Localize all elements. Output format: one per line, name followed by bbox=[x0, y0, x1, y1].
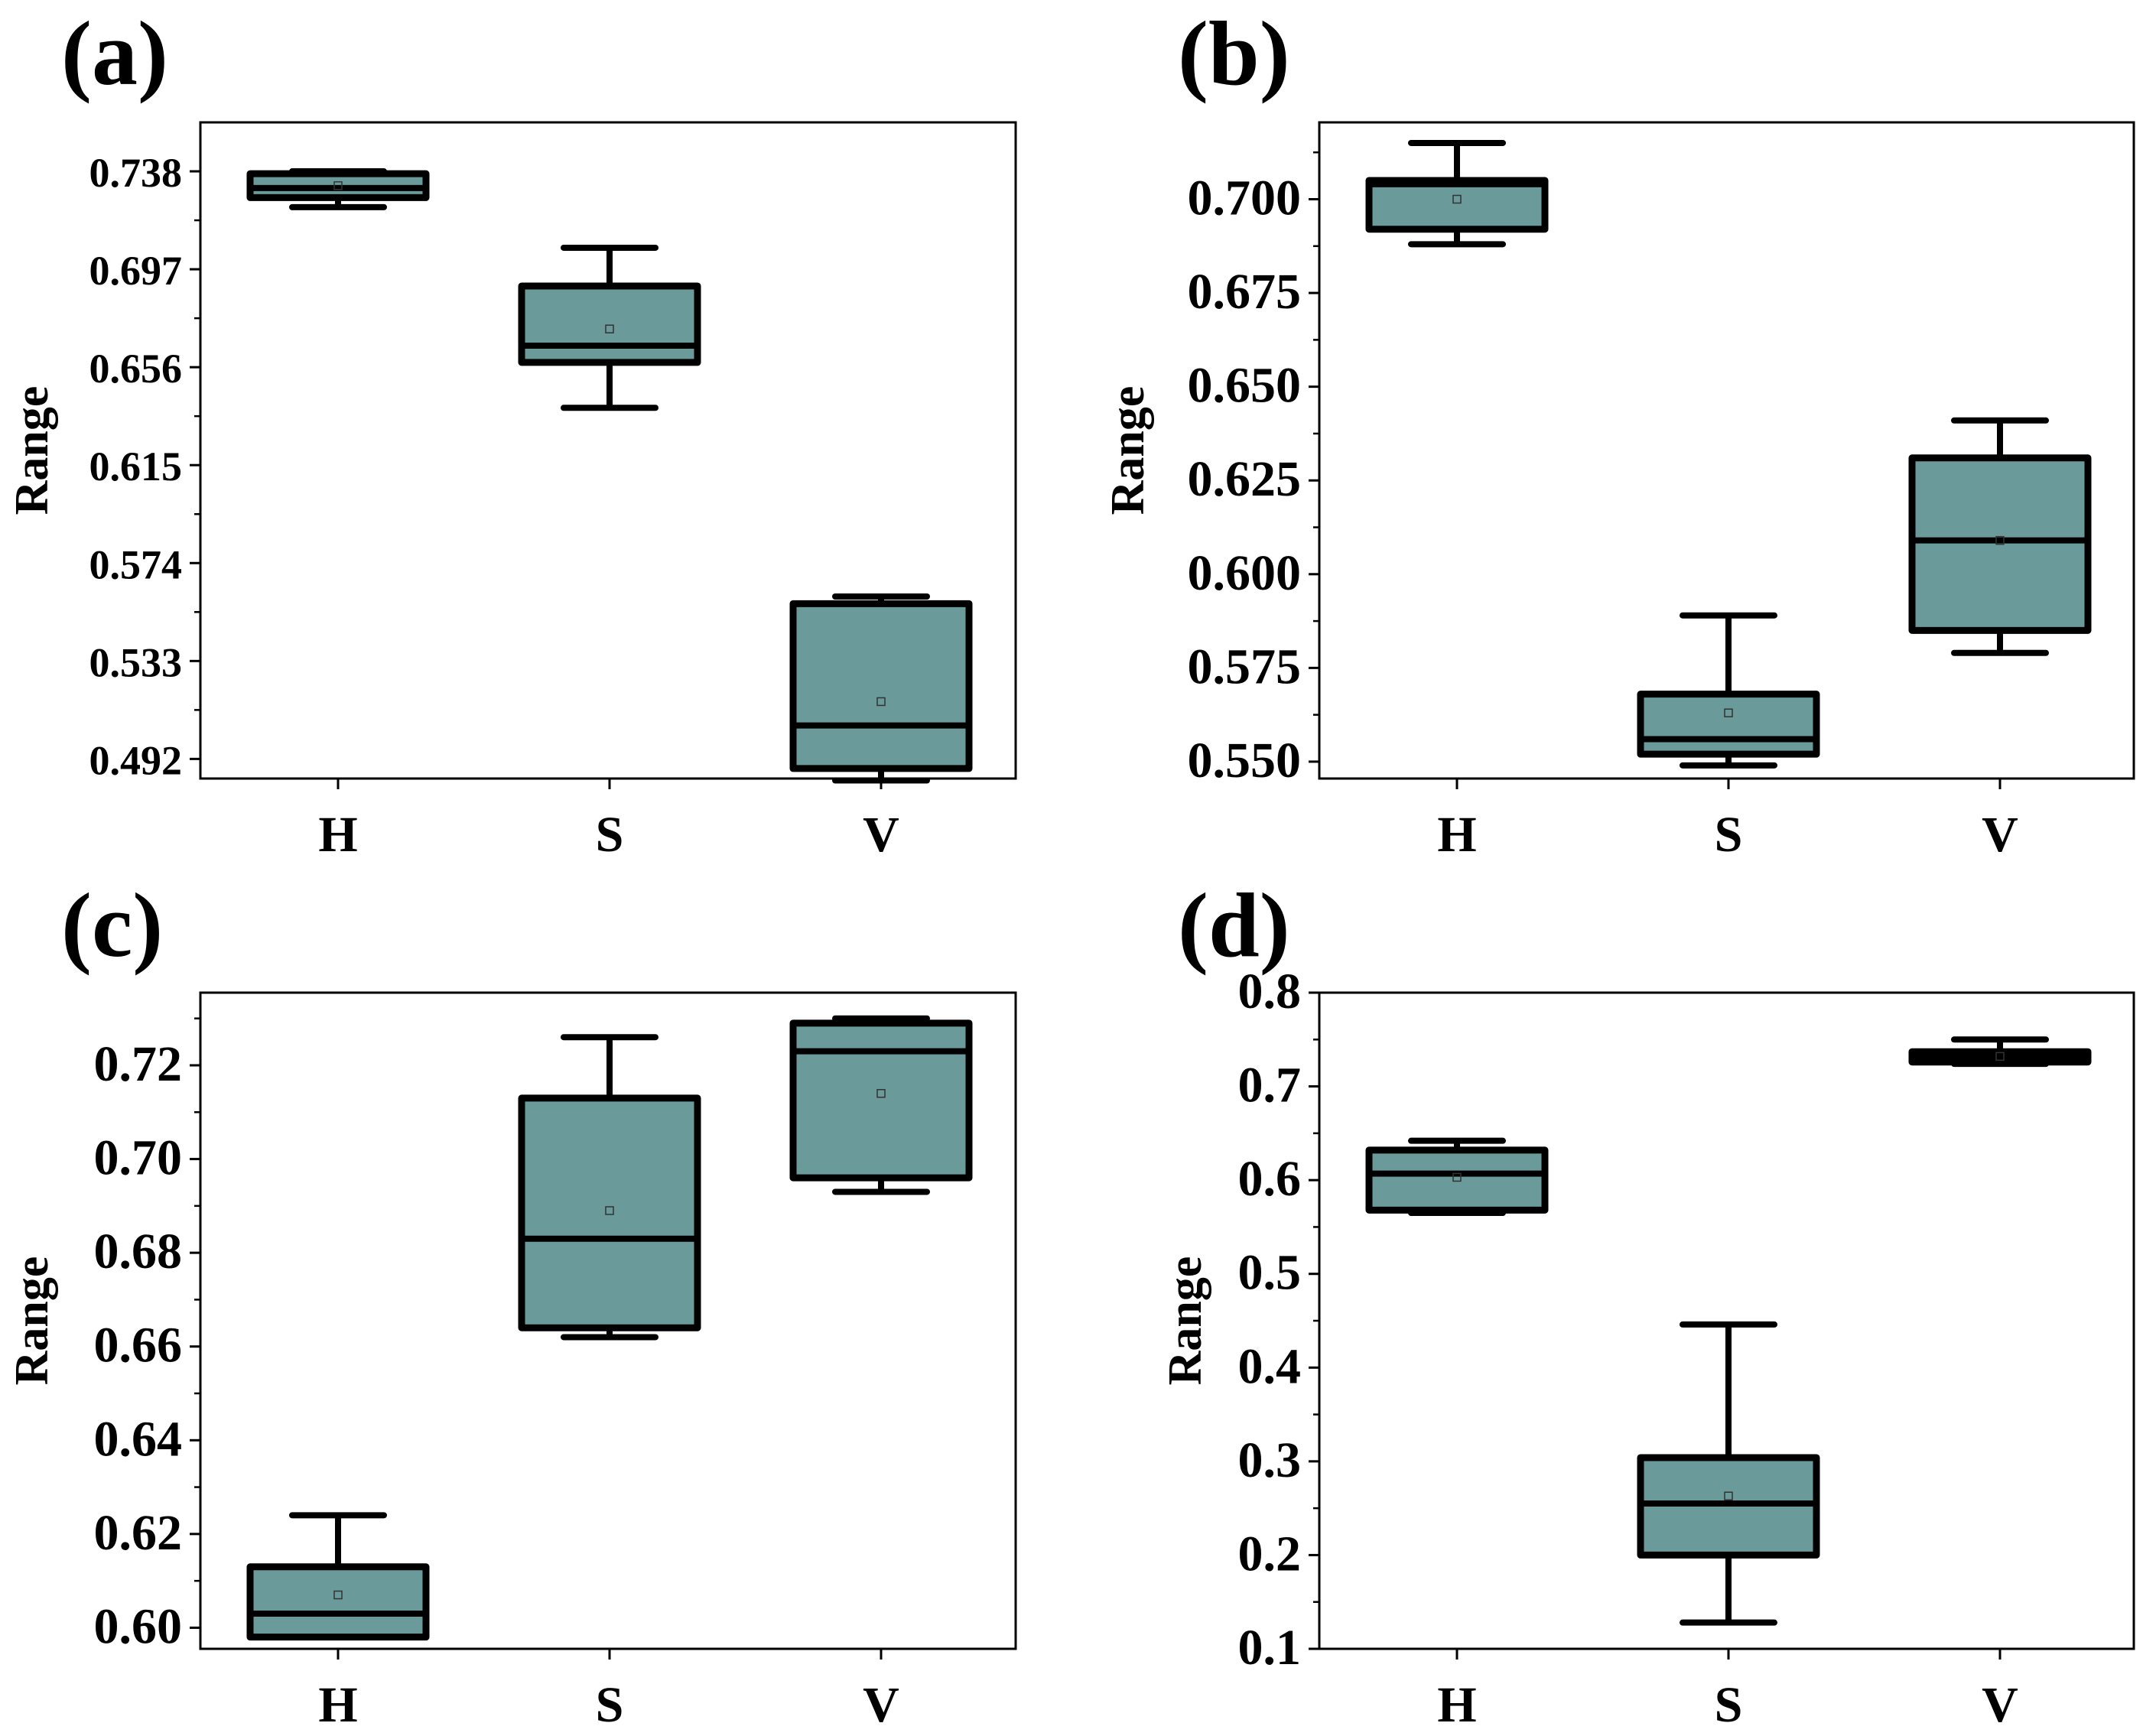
y-tick-label: 0.72 bbox=[94, 1036, 183, 1092]
y-tick-label: 0.2 bbox=[1238, 1526, 1302, 1582]
box-v bbox=[1908, 1036, 2092, 1068]
y-tick-label: 0.8 bbox=[1238, 964, 1302, 1019]
x-tick-label: H bbox=[318, 1677, 357, 1733]
plot-frame bbox=[199, 991, 1017, 1650]
mean-marker bbox=[1995, 535, 2005, 545]
x-tick-label: V bbox=[863, 1677, 899, 1733]
y-tick-label: 0.492 bbox=[89, 737, 183, 783]
chart-panel-b: (b) 0.550 0.575 0.600 0.625 0.650 0.675 0.700 Ra… bbox=[1102, 2, 2135, 863]
y-tick-label: 0.738 bbox=[89, 150, 183, 196]
y-tick-label: 0.7 bbox=[1238, 1058, 1302, 1113]
y-tick-label: 0.66 bbox=[94, 1318, 183, 1374]
iqr-box bbox=[246, 1563, 430, 1641]
chart-panel-c: (c) 0.60 0.62 0.64 0.66 0.68 0.70 0.72 Range H S V bbox=[6, 874, 1017, 1733]
y-tick-label: 0.697 bbox=[89, 248, 183, 294]
x-tick-label: S bbox=[596, 1677, 624, 1733]
y-tick-label: 0.574 bbox=[89, 541, 183, 587]
plot-frame bbox=[199, 121, 1017, 780]
panel-label: (d) bbox=[1178, 874, 1290, 976]
x-tick-label: V bbox=[1982, 1677, 2018, 1733]
x-tick-label: S bbox=[596, 807, 624, 863]
box-s bbox=[1637, 1321, 1820, 1626]
y-tick-label: 0.575 bbox=[1188, 639, 1302, 694]
x-tick-label: S bbox=[1715, 807, 1743, 863]
y-axis-label: Range bbox=[1159, 1256, 1211, 1386]
panel-label: (c) bbox=[61, 874, 163, 976]
mean-marker bbox=[1724, 1491, 1733, 1500]
y-tick-label: 0.533 bbox=[89, 639, 183, 685]
y-tick-label: 0.62 bbox=[94, 1505, 183, 1561]
mean-marker bbox=[333, 1590, 343, 1600]
box-h bbox=[1365, 139, 1549, 248]
y-axis-label: Range bbox=[6, 1256, 58, 1386]
chart-panel-d: (d) 0.1 0.2 0.3 0.4 0.5 0.6 0.7 0.8 Range H S V bbox=[1159, 874, 2135, 1733]
iqr-box bbox=[518, 282, 701, 366]
y-tick-label: 0.1 bbox=[1238, 1620, 1302, 1676]
iqr-box bbox=[789, 600, 973, 772]
y-tick-label: 0.600 bbox=[1188, 545, 1302, 601]
x-tick-label: H bbox=[318, 807, 357, 863]
box-s bbox=[1637, 612, 1820, 769]
box-v bbox=[1908, 417, 2092, 656]
y-tick-label: 0.550 bbox=[1188, 733, 1302, 788]
x-tick-label: S bbox=[1715, 1677, 1743, 1733]
y-tick-label: 0.650 bbox=[1188, 358, 1302, 414]
x-tick-label: V bbox=[863, 807, 899, 863]
box-h bbox=[246, 168, 430, 210]
mean-marker bbox=[1724, 708, 1733, 717]
iqr-box bbox=[789, 1019, 973, 1182]
mean-marker bbox=[1452, 1172, 1462, 1182]
y-tick-label: 0.68 bbox=[94, 1224, 183, 1279]
y-tick-label: 0.615 bbox=[89, 444, 183, 489]
box-s bbox=[518, 1034, 701, 1341]
y-tick-label: 0.656 bbox=[89, 346, 183, 392]
iqr-box bbox=[1637, 691, 1820, 758]
iqr-box bbox=[518, 1094, 701, 1331]
y-axis-label: Range bbox=[6, 386, 58, 515]
y-tick-label: 0.3 bbox=[1238, 1432, 1302, 1488]
y-tick-label: 0.64 bbox=[94, 1411, 183, 1467]
iqr-box bbox=[1365, 177, 1549, 233]
y-tick-label: 0.70 bbox=[94, 1130, 183, 1186]
mean-marker bbox=[333, 181, 343, 190]
box-v bbox=[789, 593, 973, 784]
y-tick-label: 0.700 bbox=[1188, 171, 1302, 226]
iqr-box bbox=[1365, 1146, 1549, 1214]
box-v bbox=[789, 1015, 973, 1195]
chart-panel-a: (a) 0.492 0.533 0.574 0.615 0.656 0.697 0.738 Ra… bbox=[6, 2, 1017, 863]
mean-marker bbox=[605, 1206, 614, 1215]
mean-marker bbox=[876, 697, 886, 707]
mean-marker bbox=[605, 324, 614, 333]
box-s bbox=[518, 244, 701, 411]
y-axis-label: Range bbox=[1102, 386, 1154, 515]
x-tick-label: V bbox=[1982, 807, 2018, 863]
x-tick-label: H bbox=[1437, 807, 1476, 863]
panel-label: (a) bbox=[61, 2, 168, 104]
y-tick-label: 0.625 bbox=[1188, 451, 1302, 507]
mean-marker bbox=[1452, 194, 1462, 204]
y-tick-label: 0.6 bbox=[1238, 1151, 1302, 1207]
mean-marker bbox=[1995, 1052, 2005, 1061]
panel-label: (b) bbox=[1178, 2, 1290, 104]
y-tick-label: 0.675 bbox=[1188, 264, 1302, 320]
x-tick-label: H bbox=[1437, 1677, 1476, 1733]
box-h bbox=[246, 1512, 430, 1641]
box-h bbox=[1365, 1137, 1549, 1217]
plot-frame bbox=[1318, 121, 2135, 780]
y-tick-label: 0.5 bbox=[1238, 1245, 1302, 1301]
y-tick-label: 0.4 bbox=[1238, 1338, 1302, 1394]
y-tick-label: 0.60 bbox=[94, 1598, 183, 1654]
mean-marker bbox=[876, 1089, 886, 1098]
